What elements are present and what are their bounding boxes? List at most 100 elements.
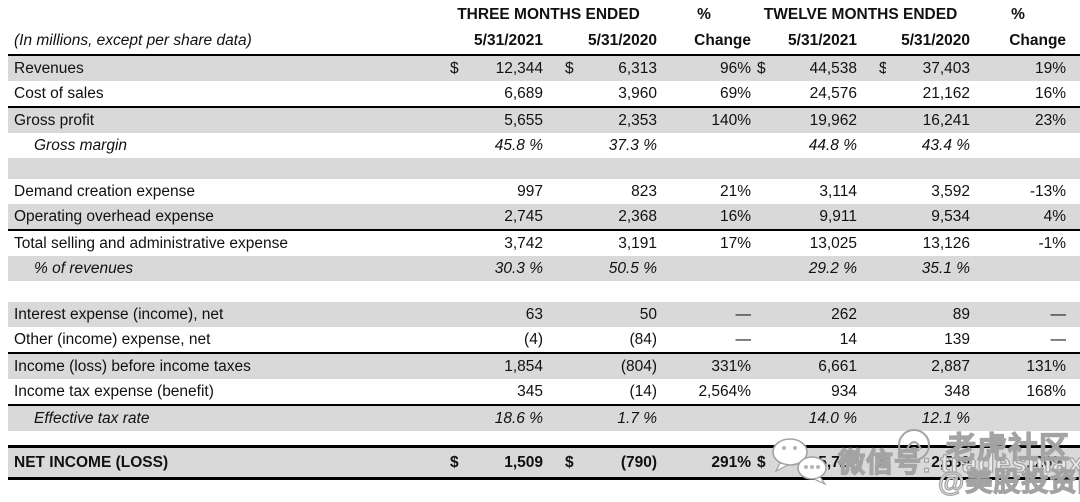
row-padding [1066, 431, 1080, 447]
value-y-2020: 16,241 [886, 107, 971, 133]
value-y-change [970, 281, 1066, 302]
row-label [8, 431, 440, 447]
dollar-sign [751, 107, 778, 133]
value-y-2020: 2,887 [886, 353, 971, 379]
dollar-sign [857, 327, 887, 354]
header-spacer [1066, 2, 1080, 28]
value-y-2020 [886, 431, 970, 447]
value-y-change: 16% [970, 81, 1067, 108]
dollar-sign [543, 81, 583, 108]
value-q-2021: 5,655 [465, 107, 543, 133]
value-y-2020: 12.1 % [886, 405, 971, 431]
value-q-2021: 6,689 [465, 81, 543, 108]
dollar-sign [543, 256, 583, 281]
header-spacer [440, 28, 465, 56]
period-group-header-row: THREE MONTHS ENDED % TWELVE MONTHS ENDED… [8, 2, 1080, 28]
dollar-sign [857, 353, 887, 379]
header-spacer [8, 2, 440, 28]
value-q-2020: 1.7 % [583, 405, 658, 431]
col-header-q-2020: 5/31/2020 [583, 28, 658, 56]
table-row: Total selling and administrative expense… [8, 230, 1080, 256]
value-y-2020: 37,403 [886, 55, 971, 81]
row-label: % of revenues [8, 256, 440, 281]
value-q-change: 96% [657, 55, 752, 81]
dollar-sign [751, 379, 778, 406]
dollar-sign [440, 179, 465, 204]
value-q-2021: 45.8 % [494, 136, 543, 154]
value-y-2020: 348 [886, 379, 971, 406]
value-q-2020: 50 [583, 302, 658, 327]
value-y-2020: 9,534 [886, 204, 971, 231]
dollar-sign [543, 353, 583, 379]
dollar-sign [543, 431, 583, 447]
dollar-sign [440, 431, 465, 447]
value-y-change [970, 133, 1066, 158]
dollar-sign [857, 133, 886, 158]
row-padding [1066, 281, 1080, 302]
value-y-2021: 29.2 % [777, 256, 858, 281]
value-q-change: 291% [657, 445, 752, 480]
table-row: Demand creation expense 997 823 21% 3,114 3,5… [8, 179, 1080, 204]
value-y-2020: 2,539 [886, 445, 971, 480]
column-header-row: (In millions, except per share data) 5/3… [8, 28, 1080, 56]
table-row: Gross profit 5,655 2,353 140% 19,962 16,241 23… [8, 107, 1080, 133]
dollar-sign [543, 379, 583, 406]
row-label: Revenues [8, 55, 440, 81]
dollar-sign [440, 327, 465, 354]
value-y-2021: 6,661 [777, 353, 858, 379]
value-q-change: 69% [657, 81, 752, 108]
value-y-2021: 19,962 [777, 107, 858, 133]
value-y-2020 [886, 158, 971, 179]
dollar-sign: $ [543, 55, 583, 81]
table-header: THREE MONTHS ENDED % TWELVE MONTHS ENDED… [8, 2, 1080, 56]
table-row: Income (loss) before income taxes 1,854 (8… [8, 353, 1080, 379]
units-note: (In millions, except per share data) [8, 28, 440, 56]
dollar-sign [857, 281, 886, 302]
dollar-sign [857, 302, 887, 327]
dollar-sign [751, 256, 778, 281]
dollar-sign [543, 133, 583, 158]
value-y-change [970, 405, 1067, 431]
table-row: Income tax expense (benefit) 345 (14) 2,564… [8, 379, 1080, 406]
value-q-2021 [465, 281, 543, 302]
row-padding [1066, 302, 1080, 327]
dollar-sign [543, 204, 583, 231]
dollar-sign: $ [543, 445, 583, 480]
col-header-y-2021: 5/31/2021 [777, 28, 858, 56]
dollar-sign [857, 107, 887, 133]
value-y-2021 [777, 281, 857, 302]
row-label: Operating overhead expense [8, 204, 440, 231]
value-q-2021: 3,742 [504, 234, 543, 252]
value-q-2021: 1,854 [465, 353, 543, 379]
dollar-sign [751, 133, 777, 158]
value-q-2020 [583, 431, 657, 447]
row-label [8, 281, 440, 302]
value-q-2021: 18.6 % [465, 405, 543, 431]
dollar-sign [751, 281, 777, 302]
dollar-sign [857, 379, 887, 406]
row-label: Total selling and administrative expense [14, 234, 288, 252]
value-q-2020: 6,313 [583, 55, 658, 81]
dollar-sign [440, 256, 465, 281]
value-q-change [657, 405, 752, 431]
value-q-change: 140% [657, 107, 752, 133]
value-y-2021: 14 [777, 327, 858, 354]
table-row: Revenues$12,344$6,31396%$44,538$37,40319… [8, 55, 1080, 81]
dollar-sign [857, 405, 887, 431]
dollar-sign: $ [751, 445, 778, 480]
col-group-twelve-months: TWELVE MONTHS ENDED [763, 6, 958, 24]
value-y-2021: 934 [777, 379, 858, 406]
value-q-2020: 2,368 [583, 204, 658, 231]
value-q-2020: 50.5 % [583, 256, 658, 281]
col-header-q-2021: 5/31/2021 [465, 28, 543, 56]
dollar-sign [543, 179, 583, 204]
value-y-2021 [777, 431, 857, 447]
value-y-2020: 43.4 % [921, 136, 971, 154]
value-y-2020: 3,592 [931, 182, 971, 200]
value-q-change [657, 281, 751, 302]
value-q-2021: 30.3 % [465, 256, 543, 281]
row-label: NET INCOME (LOSS) [8, 445, 440, 480]
value-y-change: 168% [970, 379, 1067, 406]
dollar-sign [751, 353, 778, 379]
value-y-change [970, 431, 1066, 447]
